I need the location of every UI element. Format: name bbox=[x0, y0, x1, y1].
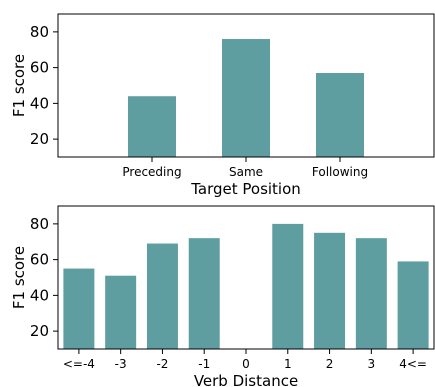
bar-3 bbox=[355, 238, 387, 349]
y-tick-label: 60 bbox=[30, 251, 49, 269]
x-tick-label: Preceding bbox=[122, 165, 181, 179]
bar-Following bbox=[316, 72, 364, 157]
bar-1 bbox=[272, 223, 304, 349]
x-axis-title: Verb Distance bbox=[194, 372, 298, 387]
x-axis-title: Target Position bbox=[190, 180, 301, 198]
bar-2 bbox=[314, 232, 346, 349]
y-tick-label: 20 bbox=[30, 322, 49, 340]
x-tick-label: Same bbox=[229, 165, 263, 179]
x-tick-label: 3 bbox=[368, 357, 376, 371]
y-tick-label: 60 bbox=[30, 59, 49, 77]
y-axis-title: F1 score bbox=[10, 246, 28, 309]
x-tick-label: 2 bbox=[326, 357, 334, 371]
x-tick-label: 4<= bbox=[399, 357, 427, 371]
bar-Preceding bbox=[128, 96, 176, 157]
x-tick-label: -1 bbox=[198, 357, 210, 371]
y-tick-label: 80 bbox=[30, 23, 49, 41]
y-tick-label: 80 bbox=[30, 215, 49, 233]
x-tick-label: 1 bbox=[284, 357, 292, 371]
y-tick-label: 40 bbox=[30, 286, 49, 304]
y-tick-label: 20 bbox=[30, 130, 49, 148]
bar--1 bbox=[188, 238, 220, 349]
x-tick-label: -2 bbox=[156, 357, 168, 371]
chart-target-position: 20 40 60 80 Preceding Same Following Target Pos… bbox=[10, 13, 435, 198]
bar-<=-4 bbox=[63, 268, 95, 349]
x-tick-label: 0 bbox=[242, 357, 250, 371]
bar-4<= bbox=[397, 261, 429, 349]
y-axis-title: F1 score bbox=[10, 54, 28, 117]
bar--3 bbox=[105, 275, 137, 349]
bar--2 bbox=[146, 243, 178, 349]
chart-verb-distance: 20 40 60 80 <=-4 -3 -2 -1 0 1 2 3 4<= Verb Distance F1… bbox=[10, 205, 435, 387]
x-tick-label: <=-4 bbox=[63, 357, 95, 371]
x-tick-label: Following bbox=[312, 165, 368, 179]
bar-Same bbox=[222, 39, 270, 157]
y-tick-label: 40 bbox=[30, 94, 49, 112]
x-tick-label: -3 bbox=[115, 357, 127, 371]
